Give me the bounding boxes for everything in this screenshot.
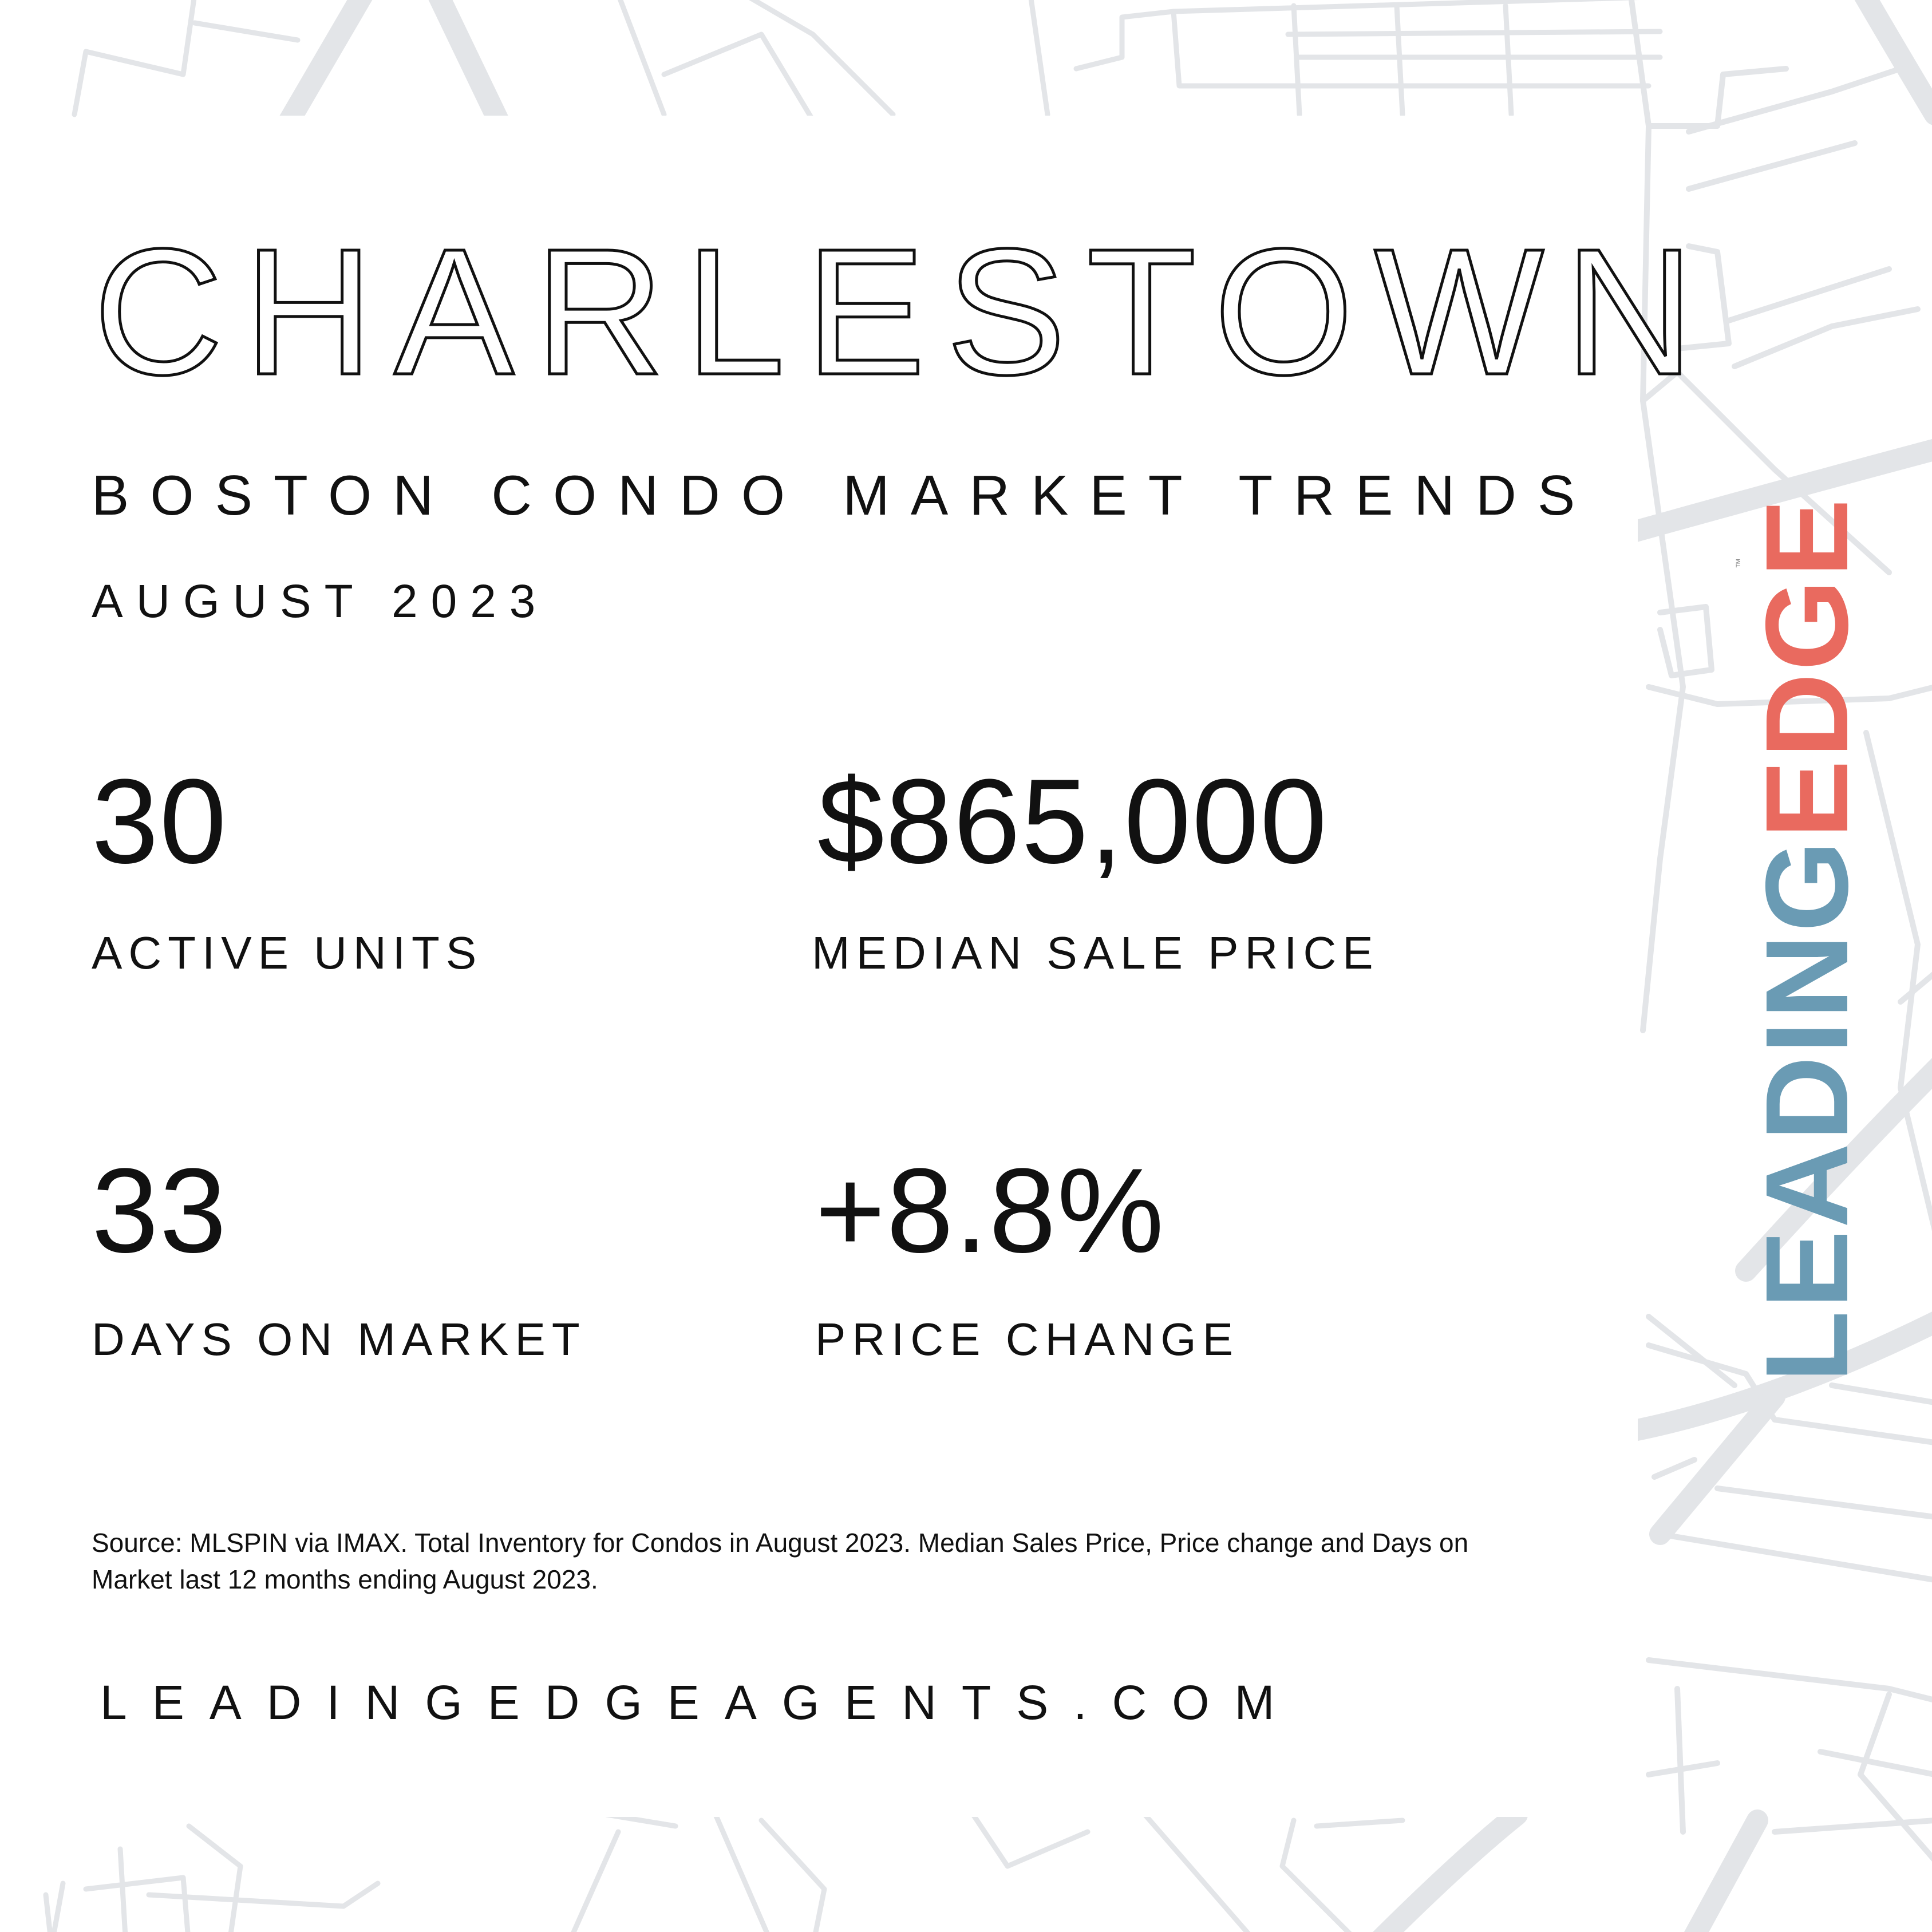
median-sale-price-label: MEDIAN SALE PRICE xyxy=(812,927,1380,978)
days-on-market-value: 33 xyxy=(92,1143,228,1278)
trademark-mark: ™ xyxy=(1734,558,1745,568)
content-panel xyxy=(76,116,1638,1817)
logo-leading-text: LEADING xyxy=(1741,838,1872,1383)
page-title: CHARLESTOWN xyxy=(92,211,1715,412)
price-change-value: +8.8% xyxy=(815,1143,1165,1278)
median-sale-price-value: $865,000 xyxy=(817,754,1328,888)
active-units-value: 30 xyxy=(92,754,228,888)
price-change-label: PRICE CHANGE xyxy=(815,1314,1239,1365)
page-subtitle: BOSTON CONDO MARKET TRENDS xyxy=(92,464,1597,527)
source-note: Source: MLSPIN via IMAX. Total Inventory… xyxy=(92,1528,1469,1594)
leading-edge-logo: LEADINGEDGE xyxy=(1741,497,1872,1382)
active-units-label: ACTIVE UNITS xyxy=(92,927,483,978)
logo-edge-text: EDGE xyxy=(1741,496,1872,839)
website-link[interactable]: LEADINGEDGEAGENTS.COM xyxy=(100,1676,1300,1729)
report-date: AUGUST 2023 xyxy=(92,575,549,627)
days-on-market-label: DAYS ON MARKET xyxy=(92,1314,586,1365)
